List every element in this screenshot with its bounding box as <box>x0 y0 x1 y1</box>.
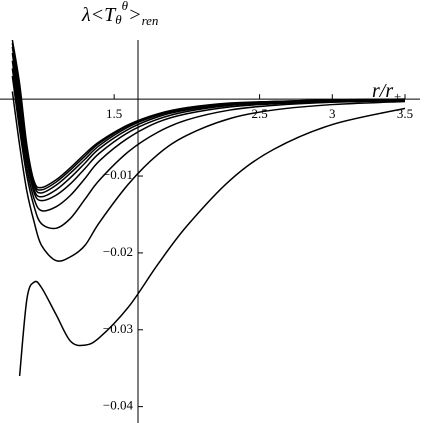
xlabel-part: + <box>393 89 402 104</box>
curve <box>11 39 406 189</box>
y-tick-label: −0.04 <box>103 398 134 413</box>
ylabel-part: θ <box>122 0 129 13</box>
y-tick-label: −0.03 <box>103 321 133 336</box>
ylabel-part: λ<T <box>81 4 117 26</box>
y-axis-label: λ<Tθθ>ren <box>81 0 158 28</box>
y-tick-label: −0.01 <box>103 167 133 182</box>
ylabel-part: θ <box>115 12 122 27</box>
y-tick-label: −0.02 <box>103 244 133 259</box>
curve <box>11 42 406 191</box>
curve <box>11 60 406 202</box>
curve <box>11 76 406 230</box>
ylabel-part: ren <box>142 13 159 28</box>
curve <box>11 68 406 212</box>
x-tick-label: 2.5 <box>251 106 267 121</box>
x-tick-label: 1.5 <box>106 106 122 121</box>
x-axis-label: r/r+ <box>372 80 402 104</box>
ylabel-part: > <box>128 4 142 26</box>
curve <box>11 46 406 194</box>
xlabel-part: r/r <box>372 80 393 102</box>
x-tick-label: 3 <box>329 106 336 121</box>
curve <box>11 91 406 262</box>
curve <box>18 107 406 376</box>
